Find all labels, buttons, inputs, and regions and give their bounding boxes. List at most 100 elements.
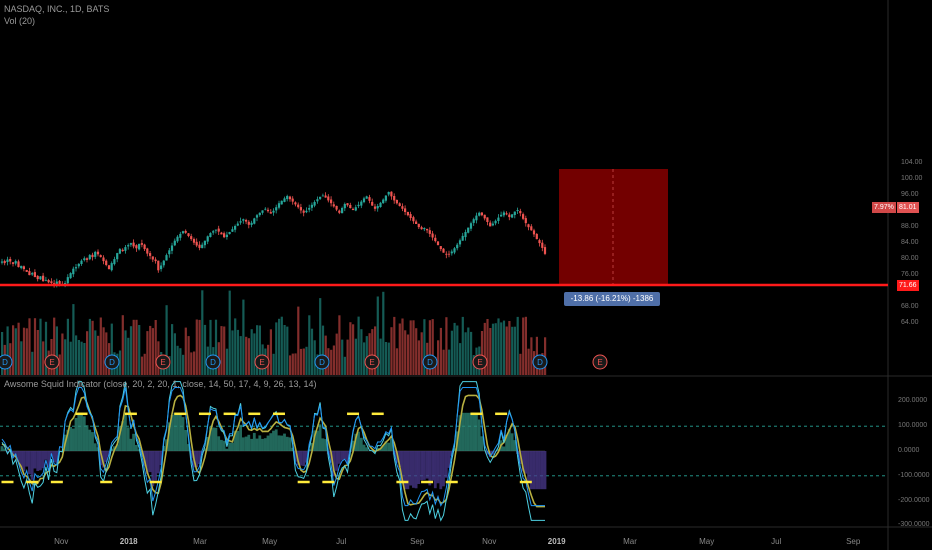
candle-body: [272, 210, 275, 213]
candle-body: [341, 208, 344, 214]
histogram-bar: [102, 451, 105, 468]
volume-bar: [376, 296, 379, 375]
event-marker-label: D: [210, 358, 216, 367]
candle-body: [110, 263, 113, 271]
volume-bar: [33, 318, 37, 375]
volume-bar: [250, 329, 253, 375]
volume-bar: [256, 325, 259, 375]
candle-body: [154, 259, 157, 262]
candle-body: [538, 240, 541, 244]
candle-body: [72, 268, 75, 275]
volume-bar: [220, 326, 223, 375]
histogram-bar: [324, 439, 327, 451]
indicator-legend[interactable]: Awsome Squid Indicator (close, 20, 2, 20…: [4, 379, 317, 389]
histogram-bar: [28, 451, 31, 475]
histogram-bar: [458, 415, 462, 451]
candle-body: [146, 248, 149, 254]
candle-body: [480, 212, 483, 216]
volume-bar: [55, 326, 58, 375]
volume-bar: [374, 326, 377, 375]
volume-bar: [187, 336, 190, 375]
volume-bar: [439, 327, 442, 375]
time-label: May: [262, 537, 278, 546]
price-tick-label: 76.00: [901, 271, 919, 279]
volume-bar: [299, 348, 303, 375]
histogram-bar: [203, 448, 207, 451]
histogram-bar: [414, 451, 418, 489]
candle-body: [346, 203, 349, 206]
candle-body: [20, 265, 23, 269]
volume-bar: [225, 348, 229, 375]
candle-body: [160, 265, 163, 270]
indicator-tick-label: -200.0000: [898, 496, 930, 504]
volume-bar: [17, 322, 20, 375]
volume-bar: [91, 320, 94, 375]
volume-bar: [544, 337, 547, 375]
candle-body: [44, 279, 47, 281]
histogram-bar: [93, 443, 97, 451]
volume-bar: [72, 304, 75, 375]
candle-body: [255, 215, 259, 218]
candle-body: [475, 215, 478, 221]
histogram-bar: [283, 433, 286, 451]
histogram-bar: [145, 451, 149, 475]
candle-body: [140, 243, 143, 245]
volume-bar: [343, 356, 346, 375]
candle-body: [395, 200, 398, 204]
volume-bar: [480, 331, 484, 375]
volume-bar: [486, 319, 489, 375]
volume-bar: [497, 318, 500, 375]
candle-body: [22, 266, 25, 270]
histogram-bar: [343, 451, 347, 460]
candle-body: [478, 212, 481, 216]
candle-body: [261, 210, 264, 213]
volume-bar: [371, 329, 374, 375]
candle-body: [327, 196, 330, 201]
histogram-bar: [178, 412, 182, 451]
candle-body: [368, 197, 371, 201]
volume-bar: [409, 320, 412, 375]
candle-body: [461, 235, 464, 241]
candle-body: [66, 277, 69, 284]
volume-bar: [110, 323, 113, 375]
histogram-bar: [151, 451, 155, 487]
candle-body: [288, 196, 292, 200]
volume-bar: [431, 319, 434, 375]
volume-bar: [464, 332, 467, 375]
candle-body: [324, 195, 327, 198]
candle-body: [143, 244, 146, 250]
candle-body: [519, 211, 522, 214]
volume-bar: [423, 319, 426, 375]
candle-body: [83, 258, 86, 261]
candle-body: [294, 202, 297, 205]
histogram-bar: [148, 451, 152, 473]
volume-bar: [151, 328, 154, 375]
histogram-bar: [19, 451, 23, 468]
histogram-bar: [261, 438, 264, 451]
candle-body: [162, 260, 165, 266]
volume-bar: [420, 332, 423, 375]
volume-bar: [494, 323, 497, 375]
volume-legend[interactable]: Vol (20): [4, 16, 36, 26]
indicator-tick-label: -300.0000: [898, 521, 930, 529]
candle-body: [404, 208, 407, 212]
candle-body: [393, 196, 396, 201]
histogram-bar: [30, 451, 34, 480]
price-tick-label: 104.00: [901, 159, 923, 167]
symbol-title[interactable]: NASDAQ, INC., 1D, BATS: [4, 4, 110, 14]
volume-bar: [483, 322, 486, 375]
volume-bar: [36, 330, 39, 375]
histogram-bar: [310, 442, 314, 451]
candle-body: [516, 210, 519, 211]
candle-body: [36, 275, 39, 280]
candle-body: [390, 191, 393, 197]
volume-bar: [310, 328, 314, 375]
volume-bar: [489, 328, 492, 375]
histogram-bar: [507, 428, 511, 451]
volume-bar: [94, 330, 97, 375]
histogram-bar: [6, 451, 9, 453]
volume-bar: [393, 316, 396, 375]
candle-body: [6, 259, 9, 262]
